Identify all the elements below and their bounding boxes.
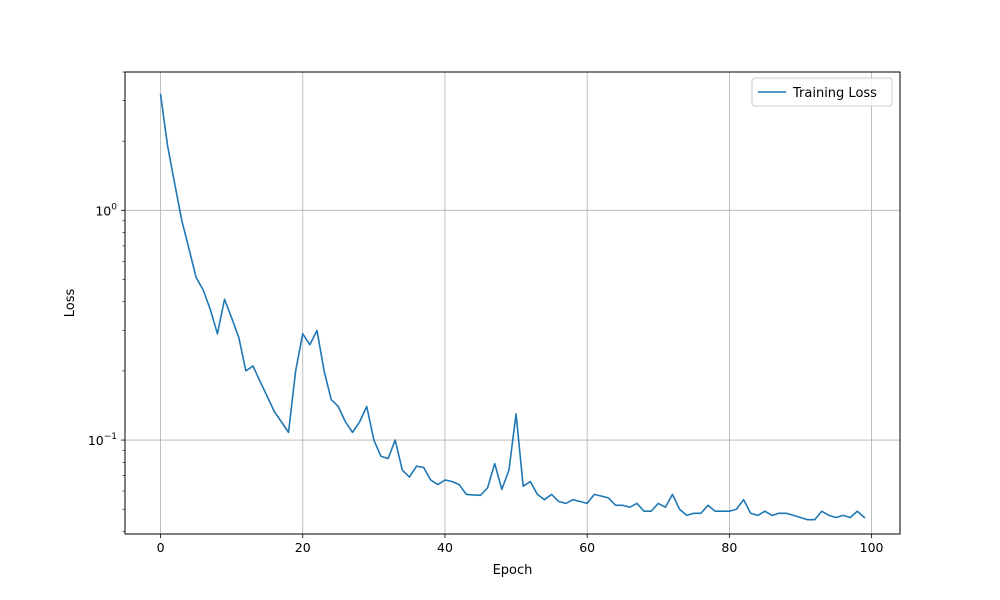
y-axis-label: Loss <box>63 289 78 318</box>
y-tick-label: 10−1 <box>88 432 117 448</box>
y-tick-label: 100 <box>95 202 117 218</box>
y-axis: 100 10−1 <box>88 71 125 532</box>
legend: Training Loss <box>751 77 893 107</box>
x-axis-label: Epoch <box>493 563 533 578</box>
series-line-training-loss <box>159 93 866 521</box>
axes-frame <box>124 71 901 535</box>
grid <box>125 72 900 534</box>
x-tick-label: 100 <box>860 540 884 555</box>
legend-label-training-loss: Training Loss <box>792 86 877 101</box>
x-tick-label: 0 <box>157 540 165 555</box>
x-tick-label: 40 <box>437 540 453 555</box>
plot-area <box>159 93 866 521</box>
x-tick-label: 80 <box>721 540 737 555</box>
x-axis: 0 20 40 60 80 100 <box>157 534 884 555</box>
legend-box <box>751 77 893 107</box>
x-tick-label: 60 <box>579 540 595 555</box>
x-tick-label: 20 <box>295 540 311 555</box>
